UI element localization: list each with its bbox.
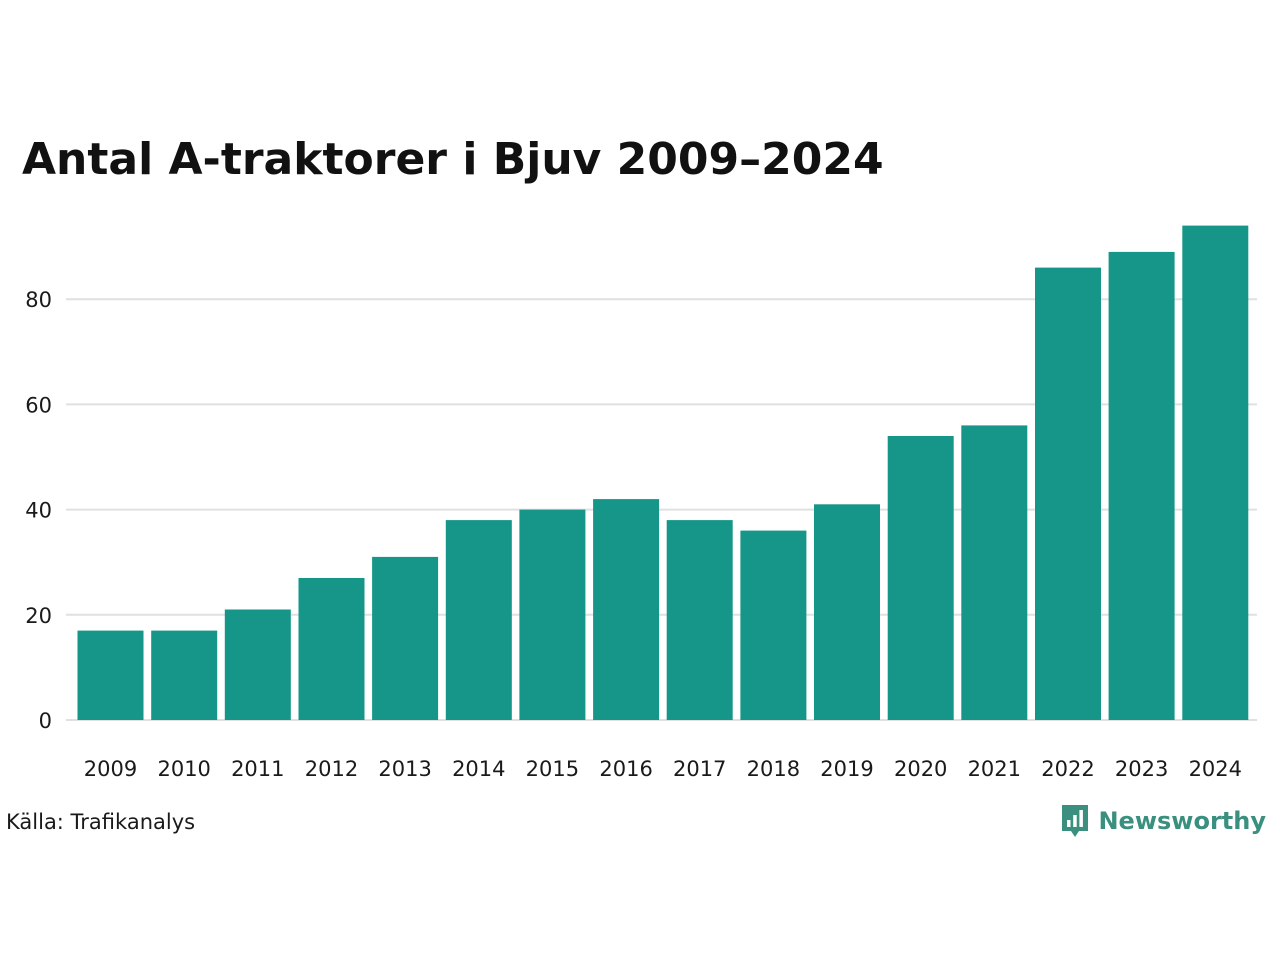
x-tick-label: 2012	[305, 757, 358, 781]
bar-2022	[1035, 267, 1101, 720]
x-tick-label: 2024	[1189, 757, 1242, 781]
y-tick-label: 0	[39, 709, 52, 733]
y-tick-label: 60	[25, 393, 52, 417]
x-tick-label: 2011	[231, 757, 284, 781]
x-tick-label: 2023	[1115, 757, 1168, 781]
x-tick-label: 2017	[673, 757, 726, 781]
y-tick-label: 20	[25, 604, 52, 628]
bar-2011	[224, 609, 291, 720]
bar-2015	[519, 509, 586, 720]
x-tick-label: 2022	[1041, 757, 1094, 781]
bar-2018	[740, 530, 807, 720]
bars	[77, 225, 1249, 720]
x-axis-ticks: 2009 2010 2011 2012 2013 2014 2015 2016 2017 2018…	[84, 757, 1242, 781]
bar-2019	[814, 504, 880, 720]
x-tick-label: 2009	[84, 757, 137, 781]
chart-title: Antal A-traktorer i Bjuv 2009–2024	[22, 134, 884, 185]
bar-2017	[666, 520, 733, 720]
x-tick-label: 2014	[452, 757, 505, 781]
x-tick-label: 2018	[747, 757, 800, 781]
bar-2009	[77, 630, 144, 720]
bar-2012	[298, 578, 365, 720]
brand-logo[interactable]: Newsworthy	[1060, 803, 1266, 839]
newsworthy-logo-icon	[1062, 805, 1089, 837]
x-tick-label: 2021	[968, 757, 1021, 781]
y-axis-ticks: 0 20 40 60 80	[25, 288, 52, 733]
bar-2023	[1108, 251, 1175, 720]
bar-2024	[1182, 225, 1249, 720]
bar-2020	[887, 436, 954, 720]
x-tick-label: 2015	[526, 757, 579, 781]
y-tick-label: 40	[25, 499, 52, 523]
x-tick-label: 2019	[820, 757, 873, 781]
brand-name: Newsworthy	[1098, 807, 1266, 835]
bar-2013	[372, 556, 439, 720]
source-note: Källa: Trafikanalys	[6, 810, 196, 834]
x-tick-label: 2020	[894, 757, 947, 781]
bar-2021	[961, 425, 1028, 720]
y-tick-label: 80	[25, 288, 52, 312]
x-tick-label: 2016	[599, 757, 652, 781]
x-tick-label: 2010	[157, 757, 210, 781]
x-tick-label: 2013	[378, 757, 431, 781]
bar-2010	[151, 630, 218, 720]
bar-2016	[593, 499, 660, 720]
bar-2014	[445, 520, 512, 720]
